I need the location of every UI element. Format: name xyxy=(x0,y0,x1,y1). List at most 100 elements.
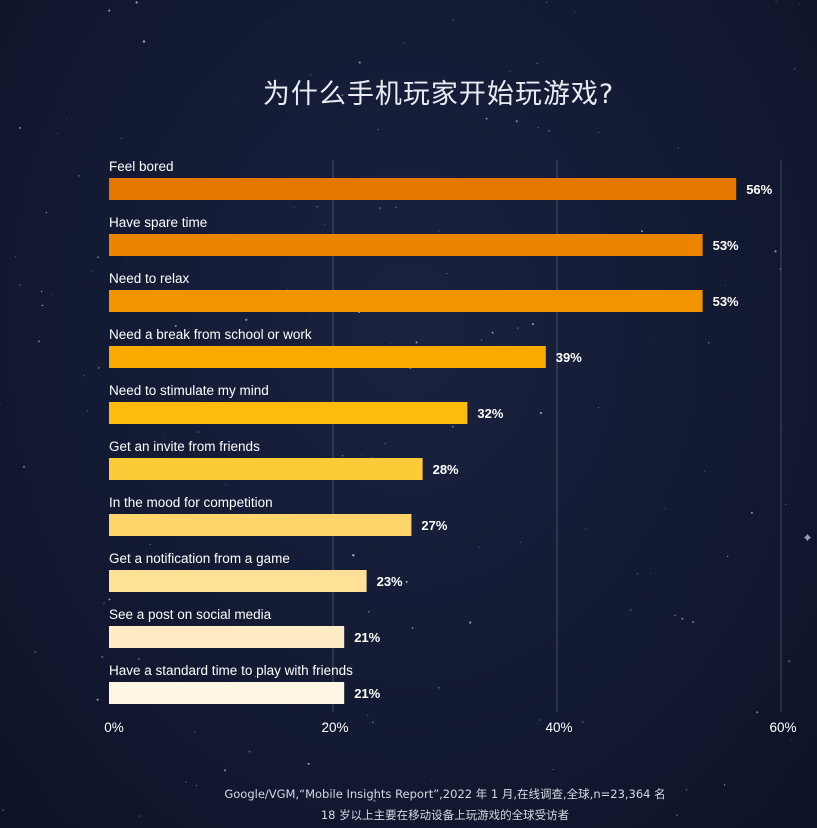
star xyxy=(108,598,111,601)
star xyxy=(197,431,200,433)
star xyxy=(575,11,577,13)
star xyxy=(641,230,643,233)
bar xyxy=(109,514,412,536)
chart-title: 为什么手机玩家开始玩游戏? xyxy=(262,79,615,110)
star xyxy=(485,117,488,120)
star xyxy=(41,304,44,307)
star xyxy=(431,780,432,782)
star xyxy=(597,406,599,409)
category-label: In the mood for competition xyxy=(109,495,273,510)
star xyxy=(519,541,521,543)
star xyxy=(238,101,240,103)
star xyxy=(97,256,99,258)
data-label: 53% xyxy=(713,238,739,253)
star xyxy=(585,528,587,530)
star xyxy=(37,340,40,343)
star xyxy=(202,399,203,401)
category-label: Have a standard time to play with friend… xyxy=(109,663,353,678)
star xyxy=(793,67,796,70)
star xyxy=(240,826,241,828)
star xyxy=(491,331,494,334)
star xyxy=(138,658,140,660)
star xyxy=(785,503,787,505)
data-label: 56% xyxy=(746,182,772,197)
star xyxy=(405,580,408,583)
star xyxy=(515,120,518,123)
star xyxy=(676,814,679,817)
star xyxy=(505,81,507,83)
star xyxy=(403,42,405,44)
x-tick-label: 60% xyxy=(769,720,796,735)
x-tick-label: 40% xyxy=(545,720,572,735)
star xyxy=(454,469,456,471)
star xyxy=(469,621,472,624)
star xyxy=(552,769,554,770)
star xyxy=(2,809,4,811)
star xyxy=(797,813,799,816)
star xyxy=(531,323,534,326)
star xyxy=(185,781,187,783)
star xyxy=(478,546,480,548)
category-label: See a post on social media xyxy=(109,607,272,622)
star xyxy=(225,484,227,486)
star xyxy=(245,318,248,321)
star xyxy=(316,206,318,208)
star xyxy=(307,762,310,765)
star xyxy=(248,750,251,753)
data-label: 39% xyxy=(556,350,582,365)
star xyxy=(23,465,25,468)
star xyxy=(309,74,312,76)
star xyxy=(77,174,81,177)
star xyxy=(725,284,727,286)
bar xyxy=(109,682,345,704)
star xyxy=(411,627,414,629)
star xyxy=(481,339,483,341)
star xyxy=(703,471,706,473)
star xyxy=(799,3,801,5)
star xyxy=(598,132,600,134)
star xyxy=(341,94,344,97)
star xyxy=(341,454,344,457)
category-label: Need a break from school or work xyxy=(109,327,312,342)
star xyxy=(655,340,657,342)
x-tick-label: 20% xyxy=(321,720,348,735)
bar xyxy=(109,234,703,256)
star xyxy=(645,112,647,114)
star xyxy=(756,711,759,714)
star xyxy=(45,211,48,214)
star xyxy=(537,126,540,129)
star xyxy=(539,411,543,415)
star xyxy=(373,799,376,802)
star xyxy=(788,660,791,663)
bar xyxy=(109,290,703,312)
star xyxy=(174,324,177,327)
source-note-line-1: Google/VGM,“Mobile Insights Report”,2022… xyxy=(224,787,666,801)
star xyxy=(727,555,729,558)
star xyxy=(546,1,548,3)
star xyxy=(685,789,688,791)
star xyxy=(51,293,53,296)
star xyxy=(352,554,355,557)
star xyxy=(779,268,782,270)
star xyxy=(366,714,369,716)
data-label: 53% xyxy=(713,294,739,309)
star xyxy=(358,61,361,64)
star xyxy=(361,454,363,456)
star xyxy=(40,290,43,292)
bar xyxy=(109,626,345,648)
star xyxy=(324,223,327,226)
star xyxy=(395,206,397,209)
star xyxy=(62,729,64,730)
star xyxy=(629,608,632,611)
star xyxy=(378,207,381,210)
star xyxy=(516,327,519,330)
star xyxy=(538,719,541,721)
star xyxy=(591,264,593,266)
star xyxy=(681,617,684,620)
star xyxy=(101,655,104,658)
star xyxy=(276,85,279,88)
star xyxy=(750,511,753,514)
star xyxy=(19,284,22,286)
star xyxy=(194,731,196,733)
star xyxy=(708,342,710,344)
